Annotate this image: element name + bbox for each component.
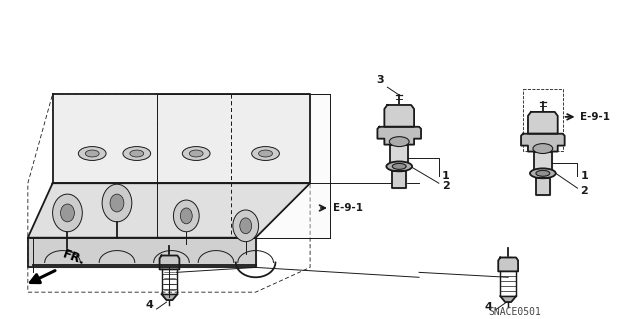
Ellipse shape bbox=[533, 144, 553, 153]
Ellipse shape bbox=[536, 170, 550, 176]
Text: 2: 2 bbox=[442, 181, 449, 191]
Ellipse shape bbox=[530, 168, 556, 178]
Polygon shape bbox=[392, 171, 406, 188]
Ellipse shape bbox=[78, 146, 106, 160]
Ellipse shape bbox=[173, 200, 199, 232]
Polygon shape bbox=[528, 112, 557, 134]
Ellipse shape bbox=[259, 150, 273, 157]
Ellipse shape bbox=[123, 146, 150, 160]
Ellipse shape bbox=[233, 210, 259, 242]
Polygon shape bbox=[499, 257, 518, 271]
Text: 1: 1 bbox=[580, 171, 588, 181]
Text: FR.: FR. bbox=[61, 247, 86, 267]
Text: 2: 2 bbox=[580, 186, 588, 196]
Polygon shape bbox=[159, 256, 179, 269]
Text: 1: 1 bbox=[442, 171, 449, 181]
Polygon shape bbox=[52, 94, 310, 183]
Polygon shape bbox=[536, 178, 550, 195]
Polygon shape bbox=[521, 134, 564, 152]
Ellipse shape bbox=[180, 208, 192, 224]
Ellipse shape bbox=[189, 150, 203, 157]
Text: E-9-1: E-9-1 bbox=[580, 112, 611, 122]
Ellipse shape bbox=[61, 204, 74, 222]
Ellipse shape bbox=[252, 146, 280, 160]
Ellipse shape bbox=[130, 150, 144, 157]
Ellipse shape bbox=[389, 137, 409, 146]
Polygon shape bbox=[157, 94, 330, 238]
Polygon shape bbox=[385, 105, 414, 127]
Polygon shape bbox=[378, 127, 421, 145]
Polygon shape bbox=[161, 294, 177, 300]
Text: E-9-1: E-9-1 bbox=[333, 203, 363, 213]
Ellipse shape bbox=[240, 218, 252, 234]
Polygon shape bbox=[28, 183, 310, 238]
Ellipse shape bbox=[52, 194, 83, 232]
Polygon shape bbox=[390, 145, 408, 164]
Ellipse shape bbox=[387, 161, 412, 171]
Text: SNACE0501: SNACE0501 bbox=[488, 307, 541, 317]
Ellipse shape bbox=[102, 184, 132, 222]
Polygon shape bbox=[534, 152, 552, 171]
Ellipse shape bbox=[85, 150, 99, 157]
Ellipse shape bbox=[392, 163, 406, 169]
Text: 4: 4 bbox=[484, 302, 492, 312]
Ellipse shape bbox=[110, 194, 124, 212]
Text: 4: 4 bbox=[146, 300, 154, 310]
Ellipse shape bbox=[182, 146, 210, 160]
Text: 3: 3 bbox=[377, 75, 385, 85]
Polygon shape bbox=[28, 238, 255, 267]
Polygon shape bbox=[500, 296, 516, 302]
